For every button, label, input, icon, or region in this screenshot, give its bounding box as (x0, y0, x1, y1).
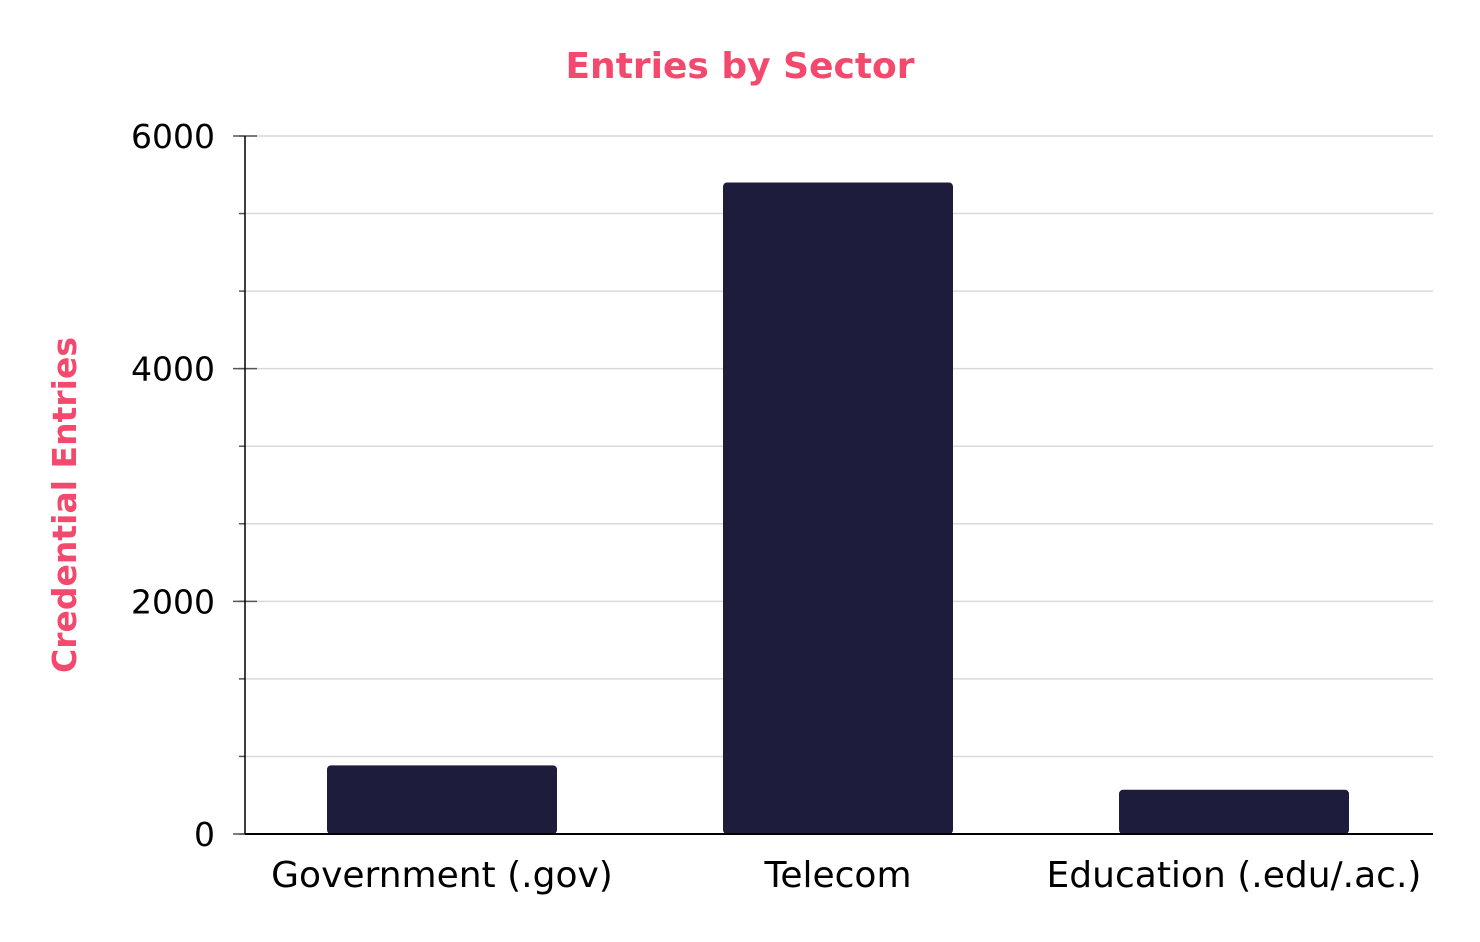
y-axis-label: Credential Entries (45, 337, 84, 673)
axes (233, 135, 1433, 835)
bar (723, 182, 953, 835)
y-tick-label: 0 (194, 815, 215, 854)
chart-title: Entries by Sector (565, 46, 914, 87)
x-tick-label: Education (.edu/.ac.) (1047, 855, 1422, 896)
bar (327, 765, 557, 834)
y-tick-labels: 0 2000 4000 6000 (131, 117, 215, 854)
bars (327, 182, 1349, 835)
x-tick-label: Government (.gov) (271, 855, 613, 896)
bar (1119, 789, 1349, 834)
y-tick-label: 6000 (131, 117, 215, 156)
x-tick-label: Telecom (763, 855, 911, 896)
y-tick-label: 4000 (131, 350, 215, 389)
x-tick-labels: Government (.gov) Telecom Education (.edu/… (271, 855, 1421, 896)
y-tick-label: 2000 (131, 582, 215, 621)
